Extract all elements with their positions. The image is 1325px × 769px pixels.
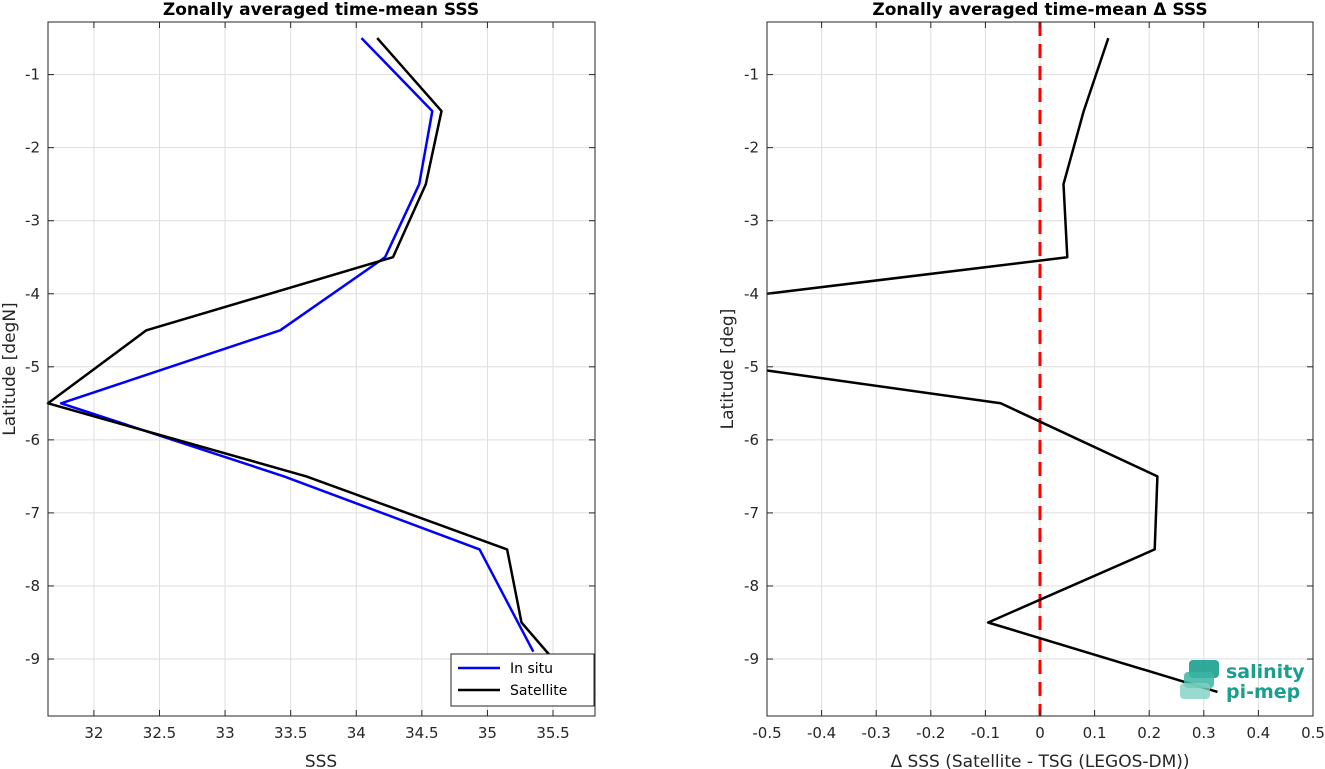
salinity-pi-mep-logo: salinity pi-mep — [1180, 660, 1305, 703]
y-tick-label: -9 — [25, 650, 40, 668]
y-tick-label: -8 — [744, 577, 759, 595]
y-tick-label: -9 — [744, 650, 759, 668]
sss-ticks: 32 32.5 33 33.5 34 34.5 35 35.5 -1 -2 -3 -4 -5 -6 -7 -8… — [25, 22, 595, 742]
x-tick-label: 32 — [84, 724, 103, 742]
y-tick-label: -6 — [744, 431, 759, 449]
sss-panel: 32 32.5 33 33.5 34 34.5 35 35.5 -1 -2 -3 -4 -5 -6 -7 -8… — [0, 0, 596, 769]
delta-title: Zonally averaged time-mean Δ SSS — [872, 0, 1207, 20]
logo-text-pi-mep: pi-mep — [1226, 681, 1300, 703]
y-tick-label: -5 — [25, 358, 40, 376]
x-tick-label: 34 — [347, 724, 366, 742]
series-line-in-situ — [59, 37, 535, 653]
x-tick-label: 35.5 — [536, 724, 569, 742]
sss-ylabel: Latitude [degN] — [0, 302, 20, 435]
delta-ticks: -0.5 -0.4 -0.3 -0.2 -0.1 0 0.1 0.2 0.3 0.4 0.5 -1 -2… — [744, 22, 1325, 742]
x-tick-label: 0.2 — [1137, 724, 1161, 742]
x-tick-label: 32.5 — [143, 724, 176, 742]
delta-axes-box — [766, 21, 1314, 717]
logo-text-salinity: salinity — [1226, 661, 1305, 683]
x-tick-label: 33 — [216, 724, 235, 742]
legend-label-satellite: Satellite — [510, 683, 567, 699]
y-tick-label: -8 — [25, 577, 40, 595]
delta-xlabel: Δ SSS (Satellite - TSG (LEGOS-DM)) — [890, 752, 1189, 769]
y-tick-label: -7 — [25, 504, 40, 522]
x-tick-label: 35 — [478, 724, 497, 742]
legend-label-in-situ: In situ — [510, 661, 553, 677]
y-tick-label: -4 — [744, 285, 759, 303]
y-tick-label: -7 — [744, 504, 759, 522]
sss-xlabel: SSS — [305, 752, 337, 769]
sss-plot-area — [48, 22, 595, 716]
x-tick-label: 0.3 — [1192, 724, 1216, 742]
x-tick-label: -0.1 — [971, 724, 1000, 742]
x-tick-label: 0 — [1035, 724, 1045, 742]
y-tick-label: -3 — [25, 212, 40, 230]
x-tick-label: 33.5 — [274, 724, 307, 742]
y-tick-label: -5 — [744, 358, 759, 376]
delta-series — [766, 37, 1218, 694]
logo-mark-icon — [1180, 660, 1219, 699]
sss-legend: In situ Satellite — [450, 653, 595, 707]
sss-title: Zonally averaged time-mean SSS — [163, 0, 479, 20]
x-tick-label: 34.5 — [405, 724, 438, 742]
y-tick-label: -2 — [25, 139, 40, 157]
y-tick-label: -3 — [744, 212, 759, 230]
sss-grid — [48, 22, 595, 716]
x-tick-label: -0.2 — [916, 724, 945, 742]
series-line-delta-sss — [766, 37, 1218, 694]
x-tick-label: -0.5 — [752, 724, 781, 742]
x-tick-label: 0.5 — [1301, 724, 1325, 742]
y-tick-label: -4 — [25, 285, 40, 303]
x-tick-label: 0.4 — [1246, 724, 1270, 742]
sss-axes-box — [47, 21, 596, 717]
legend-box — [450, 653, 595, 707]
x-tick-label: -0.3 — [862, 724, 891, 742]
y-tick-label: -6 — [25, 431, 40, 449]
y-tick-label: -2 — [744, 139, 759, 157]
y-tick-label: -1 — [744, 66, 759, 84]
y-tick-label: -1 — [25, 66, 40, 84]
x-tick-label: -0.4 — [807, 724, 836, 742]
delta-sss-panel: -0.5 -0.4 -0.3 -0.2 -0.1 0 0.1 0.2 0.3 0.4 0.5 -1 -2… — [718, 0, 1325, 769]
delta-ylabel: Latitude [deg] — [718, 309, 738, 430]
x-tick-label: 0.1 — [1083, 724, 1107, 742]
